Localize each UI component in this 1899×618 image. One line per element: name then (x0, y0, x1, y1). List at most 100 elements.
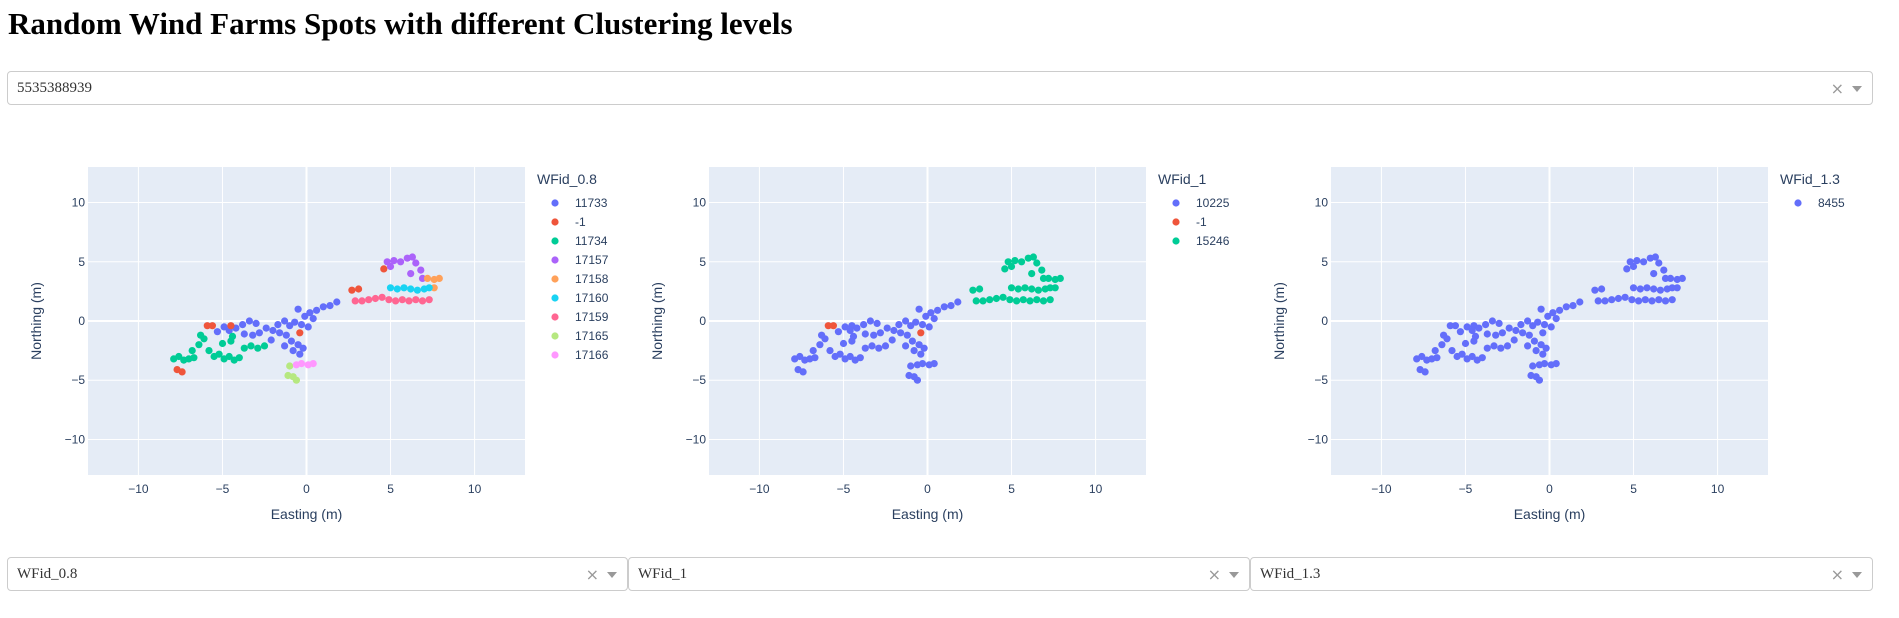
legend-marker[interactable] (551, 237, 559, 245)
data-point[interactable] (888, 336, 896, 344)
data-point[interactable] (918, 321, 927, 329)
data-point[interactable] (902, 317, 910, 325)
data-point[interactable] (297, 360, 306, 368)
data-point[interactable] (240, 344, 248, 352)
data-point[interactable] (947, 302, 955, 310)
data-point[interactable] (917, 329, 925, 337)
data-point[interactable] (1537, 305, 1545, 313)
data-point[interactable] (890, 326, 898, 335)
data-point[interactable] (1011, 257, 1019, 265)
data-point[interactable] (294, 341, 302, 349)
data-point[interactable] (940, 303, 948, 311)
data-point[interactable] (412, 259, 420, 267)
data-point[interactable] (1552, 360, 1560, 368)
legend-item[interactable]: -1 (575, 215, 586, 229)
data-point[interactable] (260, 342, 269, 350)
data-point[interactable] (430, 284, 438, 292)
data-point[interactable] (1529, 322, 1537, 330)
legend-item[interactable]: 11733 (575, 196, 608, 210)
data-point[interactable] (252, 319, 260, 327)
legend-marker[interactable] (551, 256, 559, 264)
data-point[interactable] (1623, 265, 1631, 273)
data-point[interactable] (1530, 337, 1538, 345)
data-point[interactable] (1471, 332, 1480, 340)
data-point[interactable] (908, 337, 916, 345)
data-point[interactable] (1018, 258, 1026, 266)
clear-icon[interactable]: × (1207, 565, 1221, 584)
data-point[interactable] (358, 297, 366, 305)
data-point[interactable] (175, 352, 183, 361)
data-point[interactable] (1549, 309, 1557, 317)
data-point[interactable] (282, 331, 290, 339)
data-point[interactable] (1510, 336, 1518, 344)
data-point[interactable] (849, 332, 858, 340)
data-point[interactable] (1463, 323, 1471, 331)
data-point[interactable] (220, 323, 228, 331)
data-point[interactable] (1655, 259, 1663, 267)
data-point[interactable] (895, 321, 903, 329)
data-point[interactable] (262, 324, 270, 332)
data-point[interactable] (418, 274, 427, 282)
data-point[interactable] (392, 297, 400, 305)
legend-item[interactable]: 17160 (575, 291, 609, 305)
data-point[interactable] (1498, 329, 1506, 337)
data-point[interactable] (306, 309, 314, 317)
data-point[interactable] (999, 293, 1007, 301)
data-point[interactable] (976, 285, 984, 293)
data-point[interactable] (829, 322, 837, 330)
data-point[interactable] (1456, 328, 1464, 336)
data-point[interactable] (286, 362, 294, 370)
data-point[interactable] (1666, 274, 1675, 282)
data-point[interactable] (1021, 284, 1029, 292)
data-point[interactable] (846, 352, 854, 361)
data-point[interactable] (1656, 286, 1664, 294)
data-point[interactable] (213, 328, 221, 336)
data-point[interactable] (875, 344, 883, 352)
data-point[interactable] (1475, 324, 1483, 332)
data-point[interactable] (925, 323, 933, 331)
data-point[interactable] (1661, 274, 1670, 282)
data-point[interactable] (407, 285, 415, 293)
data-point[interactable] (1497, 344, 1505, 352)
data-point[interactable] (839, 339, 848, 348)
data-point[interactable] (386, 262, 395, 271)
data-point[interactable] (1433, 354, 1441, 362)
data-point[interactable] (1039, 274, 1048, 282)
data-point[interactable] (1014, 285, 1022, 293)
data-point[interactable] (1648, 297, 1656, 305)
farm-id-dropdown[interactable]: 5535388939 × (7, 71, 1873, 105)
data-point[interactable] (912, 318, 920, 326)
data-point[interactable] (934, 306, 942, 314)
data-point[interactable] (986, 296, 994, 304)
data-point[interactable] (1540, 321, 1549, 329)
data-point[interactable] (1562, 303, 1570, 311)
data-point[interactable] (1519, 329, 1527, 337)
data-point[interactable] (881, 342, 890, 350)
data-point[interactable] (355, 285, 363, 293)
data-point[interactable] (227, 322, 235, 330)
data-point[interactable] (841, 323, 849, 331)
data-point[interactable] (178, 368, 186, 376)
data-point[interactable] (927, 309, 935, 317)
legend-marker[interactable] (1172, 237, 1180, 245)
data-point[interactable] (907, 362, 915, 370)
data-point[interactable] (304, 323, 312, 331)
data-point[interactable] (405, 297, 413, 305)
legend-marker[interactable] (1172, 199, 1180, 207)
data-point[interactable] (920, 344, 928, 352)
data-point[interactable] (1608, 296, 1616, 304)
data-point[interactable] (249, 331, 257, 339)
data-point[interactable] (313, 306, 321, 314)
data-point[interactable] (868, 342, 876, 350)
data-point[interactable] (979, 297, 987, 305)
data-point[interactable] (413, 286, 421, 294)
data-point[interactable] (1046, 284, 1054, 292)
data-point[interactable] (423, 274, 432, 282)
data-point[interactable] (294, 305, 302, 313)
data-point[interactable] (1483, 344, 1491, 352)
data-point[interactable] (1421, 368, 1429, 376)
legend-item[interactable]: 17166 (575, 348, 609, 362)
data-point[interactable] (1529, 362, 1537, 370)
data-point[interactable] (897, 329, 905, 337)
data-point[interactable] (412, 296, 420, 304)
